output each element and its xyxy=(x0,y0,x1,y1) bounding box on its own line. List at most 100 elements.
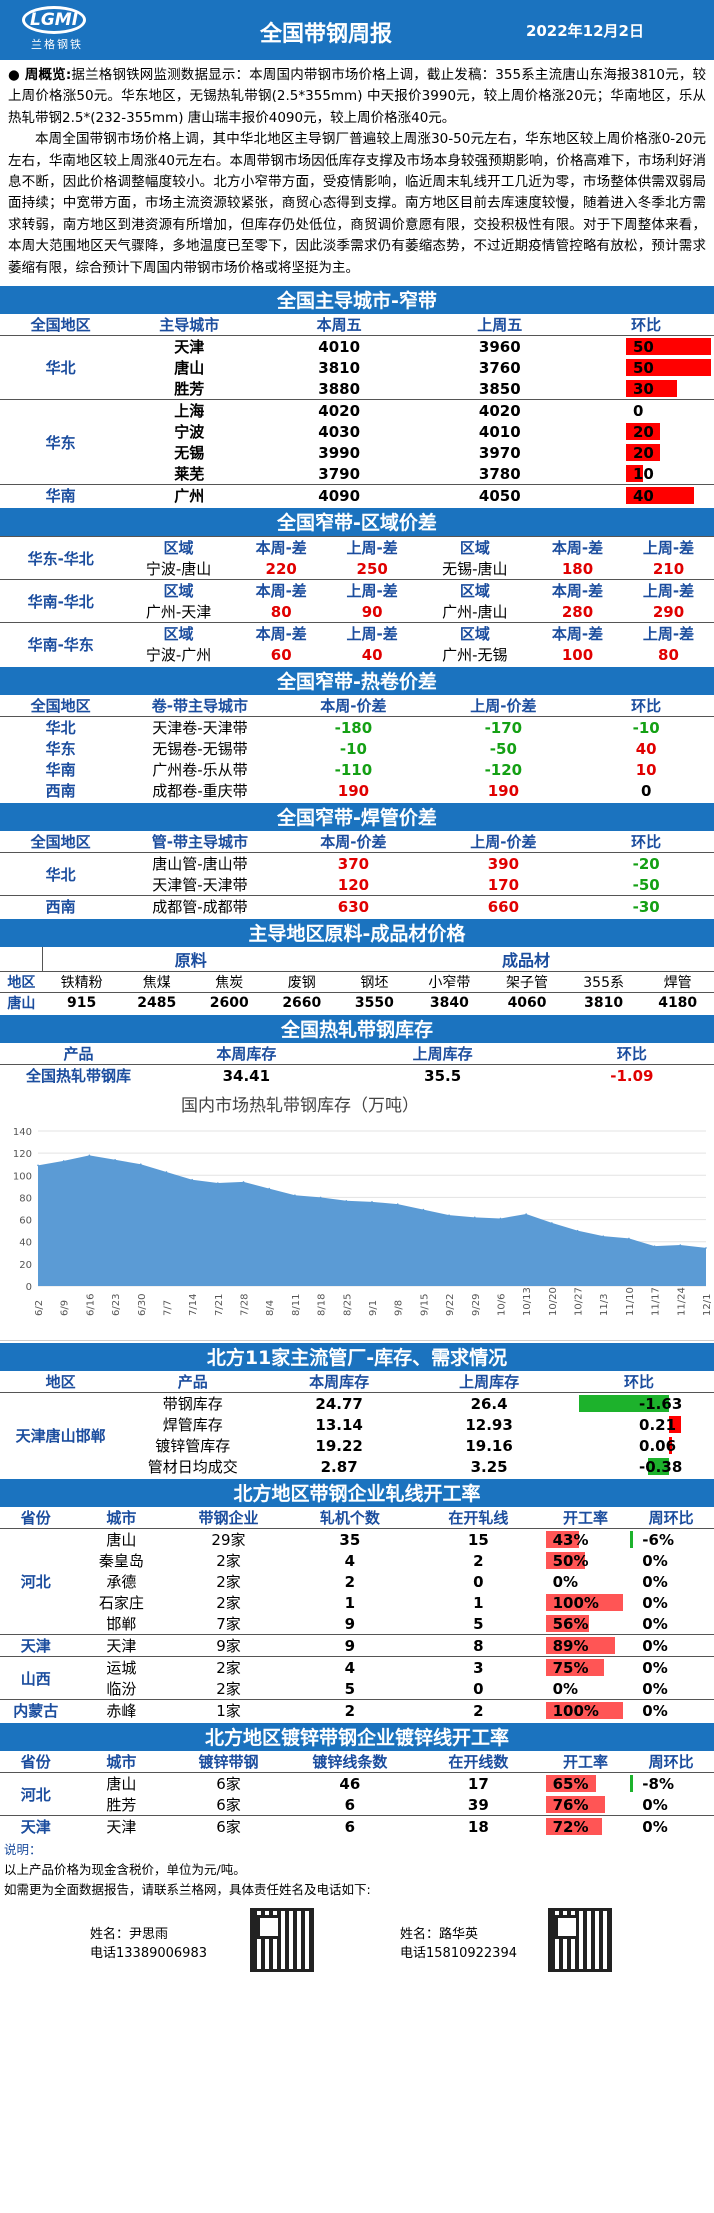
current-price: 3990 xyxy=(318,443,361,462)
col-header: 全国地区 xyxy=(0,314,122,337)
city-cell: 莱芜 xyxy=(174,465,205,484)
province-cell: 内蒙古 xyxy=(0,1699,72,1722)
previous-spread: -170 xyxy=(484,718,523,737)
label-cur: 本周-差 xyxy=(532,536,623,559)
region-label: 华东 xyxy=(45,433,76,452)
rate-value: 75% xyxy=(552,1658,589,1677)
x-tick-label: 10/6 xyxy=(496,1294,507,1316)
current-spread: 100 xyxy=(561,645,594,664)
section-title-hotrolled-stock: 全国热轧带钢库存 xyxy=(0,1013,714,1044)
rate-value: 76% xyxy=(552,1795,589,1814)
stock-area xyxy=(38,1155,706,1287)
enterprise-count: 2家 xyxy=(216,1680,241,1699)
section-title-pipe-spread: 全国窄带-焊管价差 xyxy=(0,801,714,832)
note-title: 说明： xyxy=(4,1842,42,1858)
data-point xyxy=(345,1200,348,1202)
week-change-cell: 0% xyxy=(628,1815,714,1838)
stock-chart-svg: 0 20 40 60 80 100 120 140 6/2 6/9 6/16 6/23 6/30 7/7 7… xyxy=(13,1096,713,1316)
table-row: 天津唐山邯郸 带钢库存 24.77 26.4 -1.63 xyxy=(0,1393,714,1445)
y-tick-label: 20 xyxy=(19,1260,32,1271)
label-prev: 上周-差 xyxy=(622,536,714,559)
table-row: 西南 成都管-成都带 630 660 -30 xyxy=(0,895,714,918)
col-header: 上周库存 xyxy=(414,1371,565,1394)
enterprise-count: 29家 xyxy=(211,1531,246,1550)
pair-cell: 天津卷-天津带 xyxy=(152,719,248,738)
rate-bar xyxy=(546,1702,624,1720)
week-change-cell: 0% xyxy=(628,1656,714,1679)
data-point xyxy=(268,1187,271,1190)
current-price: 3790 xyxy=(318,464,361,483)
area-label: 地区 xyxy=(7,975,36,992)
table-row: 胜芳 6家 6 39 76% 0% xyxy=(0,1794,714,1816)
contact-1: 姓名：尹思雨 电话13389006983 xyxy=(90,1923,207,1961)
previous-price: 3850 xyxy=(478,379,521,398)
rate-value: 56% xyxy=(552,1614,589,1633)
city-cell: 无锡 xyxy=(174,444,205,463)
province-cell: 天津 xyxy=(0,1815,72,1838)
enterprise-count: 7家 xyxy=(216,1615,241,1634)
current-spread: 80 xyxy=(270,602,292,621)
week-change-bar xyxy=(629,1775,633,1793)
stock-change: -1.09 xyxy=(610,1066,654,1085)
qr-code-icon xyxy=(250,1908,314,1973)
table-row: 华北 唐山管-唐山带 370 390 -20 xyxy=(0,853,714,884)
open-lines: 1 xyxy=(473,1593,484,1612)
change-bar xyxy=(648,1458,669,1476)
line-count: 2 xyxy=(285,1699,415,1722)
line-count: 46 xyxy=(339,1774,361,1793)
week-change-value: 0% xyxy=(642,1593,668,1612)
previous-price: 4010 xyxy=(478,422,521,441)
x-tick-label: 6/9 xyxy=(60,1300,71,1316)
current-spread: 190 xyxy=(337,781,370,800)
x-tick-label: 8/11 xyxy=(291,1294,302,1316)
change-bar xyxy=(625,444,660,462)
stock-area-chart: 0 20 40 60 80 100 120 140 6/2 6/9 6/16 6/23 6/30 7/7 7… xyxy=(0,1086,714,1342)
table-row: 内蒙古 赤峰 1家 2 2 100% 0% xyxy=(0,1699,714,1722)
week-change-value: 0% xyxy=(642,1679,668,1698)
previous-stock: 12.93 xyxy=(465,1415,513,1434)
change-cell: -1.63 xyxy=(564,1393,714,1415)
product-cell: 带钢库存 xyxy=(162,1395,223,1414)
galvanizing-rate-table: 省份 城市 镀锌带钢 镀锌线条数 在开线数 开工率 周环比 河北 唐山 6家 46 17 65% -8% 胜… xyxy=(0,1751,714,1838)
enterprise-count: 2家 xyxy=(216,1594,241,1613)
x-tick-label: 6/16 xyxy=(85,1294,96,1316)
x-tick-label: 8/18 xyxy=(317,1294,328,1316)
change-bar xyxy=(625,338,712,356)
col-header: 开工率 xyxy=(542,1751,629,1774)
col-header: 上周-价差 xyxy=(428,831,579,854)
table-row: 广州-天津 80 90 广州-唐山 280 290 xyxy=(0,601,714,623)
current-stock: 19.22 xyxy=(315,1436,363,1455)
section-title-rolling-rate: 北方地区带钢企业轧线开工率 xyxy=(0,1477,714,1508)
label-cur: 本周-差 xyxy=(235,579,327,602)
material-price: 3840 xyxy=(410,992,489,1014)
previous-spread: 290 xyxy=(652,602,685,621)
y-tick-label: 120 xyxy=(13,1149,32,1160)
city-cell: 唐山 xyxy=(106,1531,137,1550)
table-row: 西南 成都卷-重庆带 190 190 0 xyxy=(0,780,714,801)
material-name: 355系 xyxy=(583,975,624,992)
pair-region: 宁波-广州 xyxy=(145,646,212,665)
change-cell: 30 xyxy=(578,378,714,400)
province-cell: 天津 xyxy=(0,1634,72,1657)
x-tick-label: 11/3 xyxy=(599,1294,610,1316)
change-value: 50 xyxy=(632,337,654,356)
data-point xyxy=(114,1159,116,1161)
week-change-value: 0% xyxy=(642,1572,668,1591)
logo-subtitle: 兰格钢铁 xyxy=(31,38,83,51)
data-point xyxy=(422,1208,425,1211)
previous-stock: 3.25 xyxy=(470,1457,508,1476)
rate-bar xyxy=(546,1594,624,1612)
col-header: 产品 xyxy=(121,1371,265,1394)
city-cell: 秦皇岛 xyxy=(98,1552,144,1571)
table-row: 华南 广州 4090 4050 40 xyxy=(0,484,714,507)
week-change-cell: 0% xyxy=(628,1613,714,1635)
col-header: 全国地区 xyxy=(0,695,122,718)
stock-current: 34.41 xyxy=(222,1066,271,1085)
data-point xyxy=(473,1216,476,1219)
y-tick-label: 0 xyxy=(26,1282,32,1293)
section-title-hotcoil-spread: 全国窄带-热卷价差 xyxy=(0,665,714,696)
note-unit: 以上产品价格为现金含税价，单位为元/吨。 xyxy=(4,1862,246,1878)
region-cell: 华北 xyxy=(45,865,76,884)
table-row: 无锡 3990 3970 20 xyxy=(0,442,714,463)
contact-section: 姓名：尹思雨 电话13389006983 姓名：路华英 电话1581092239… xyxy=(0,1903,714,1998)
